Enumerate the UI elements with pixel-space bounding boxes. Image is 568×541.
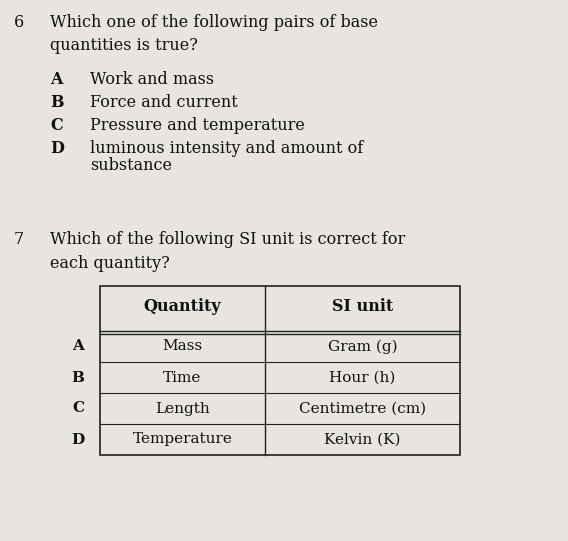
- Text: SI unit: SI unit: [332, 298, 393, 315]
- Text: luminous intensity and amount of: luminous intensity and amount of: [90, 140, 364, 157]
- Text: 6: 6: [14, 14, 24, 31]
- Text: Quantity: Quantity: [144, 298, 222, 315]
- Text: Length: Length: [155, 401, 210, 415]
- Text: A: A: [50, 71, 62, 88]
- Text: Which one of the following pairs of base
quantities is true?: Which one of the following pairs of base…: [50, 14, 378, 55]
- Text: Mass: Mass: [162, 340, 203, 353]
- Text: Kelvin (K): Kelvin (K): [324, 432, 401, 446]
- Text: Force and current: Force and current: [90, 94, 238, 111]
- Text: 7: 7: [14, 231, 24, 248]
- Text: Which of the following SI unit is correct for
each quantity?: Which of the following SI unit is correc…: [50, 231, 405, 272]
- Text: Time: Time: [164, 371, 202, 385]
- Text: Temperature: Temperature: [132, 432, 232, 446]
- Text: Hour (h): Hour (h): [329, 371, 396, 385]
- Text: Pressure and temperature: Pressure and temperature: [90, 117, 305, 134]
- Text: C: C: [50, 117, 62, 134]
- Bar: [100, 286, 460, 455]
- Text: D: D: [72, 432, 85, 446]
- Text: B: B: [72, 371, 85, 385]
- Text: substance: substance: [90, 157, 172, 174]
- Text: A: A: [72, 340, 84, 353]
- Text: Work and mass: Work and mass: [90, 71, 214, 88]
- Text: Centimetre (cm): Centimetre (cm): [299, 401, 426, 415]
- Text: C: C: [72, 401, 84, 415]
- Text: Gram (g): Gram (g): [328, 339, 397, 354]
- Text: B: B: [50, 94, 64, 111]
- Text: D: D: [50, 140, 64, 157]
